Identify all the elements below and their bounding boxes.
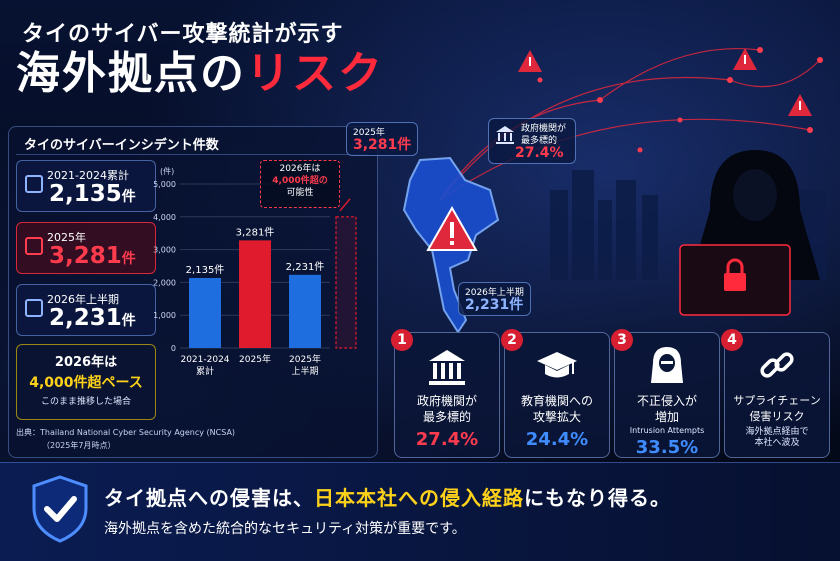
data-label: 2,135件 [186, 264, 225, 276]
title-red: リスク [246, 48, 384, 99]
stat-card-supply-chain: 4 サプライチェーン 侵害リスク 海外拠点経由で 本社へ波及 [721, 329, 830, 458]
source-note: 出典：Thailand National Cyber Security Agen… [16, 428, 236, 450]
warning-icon [788, 94, 812, 116]
stat-label: サプライチェーン 侵害リスク [733, 394, 821, 423]
card-value: 2,135件 [49, 181, 136, 207]
card-2025: 2025年 3,281件 [16, 222, 156, 274]
calendar-icon [25, 175, 43, 193]
note-line2: 4,000件超ペース [29, 375, 143, 391]
incident-bar-chart: (件) 0 1,000 2,000 3,000 4,000 5,000 2,135件 2021-… [153, 166, 357, 377]
stat-sub: Intrusion Attempts [629, 426, 705, 435]
number-badge: 1 [391, 329, 413, 351]
projection-callout: 2026年は 4,000件超の 可能性 [260, 160, 340, 208]
x-tick-label: 2025年 [289, 353, 321, 365]
y-axis-unit: (件) [160, 166, 174, 176]
y-tick-label: 0 [171, 344, 176, 353]
y-tick-label: 3,000 [153, 246, 176, 255]
stat-card-government: 1 政府機関が 最多標的 27.4% [391, 329, 500, 458]
map-warning-icon [426, 205, 478, 251]
card-label: 2026年上半期 [47, 293, 119, 306]
bar [289, 274, 321, 348]
y-tick-label: 1,000 [153, 311, 176, 320]
note-line3: このまま推移した場合 [40, 397, 131, 407]
data-label: 2,231件 [286, 261, 325, 273]
shield-check-icon [32, 475, 88, 543]
card-value: 3,281件 [49, 243, 136, 269]
stat-card-education: 2 教育機関への 攻撃拡大 24.4% [501, 329, 610, 458]
banner-headline: タイ拠点への侵害は、日本本社への侵入経路にもなり得る。 [104, 486, 671, 510]
thailand-map [402, 156, 500, 334]
bar [189, 277, 221, 348]
bottom-banner [0, 462, 840, 561]
graduation-cap-icon [537, 352, 577, 378]
note-line1: 2026年は [54, 355, 118, 370]
card-cumulative: 2021-2024累計 2,135件 [16, 160, 156, 212]
card-value: 2,231件 [49, 305, 136, 331]
bar [239, 240, 271, 348]
card-2026h1: 2026年上半期 2,231件 [16, 284, 156, 336]
hacker-icon [651, 347, 683, 383]
map-box-government: 政府機関が 最多標的 27.4% [488, 118, 576, 164]
x-tick-label: 2021-2024 [180, 355, 229, 365]
y-tick-label: 2,000 [153, 278, 176, 287]
divider [16, 154, 368, 155]
card-label: 2025年 [47, 231, 86, 244]
stat-label: 教育機関への 攻撃拡大 [520, 394, 593, 424]
card-label: 2021-2024累計 [47, 169, 129, 182]
stat-label: 政府機関が 最多標的 [416, 394, 477, 424]
y-tick-label: 5,000 [153, 180, 176, 189]
x-tick-label: 2025年 [239, 353, 271, 365]
stat-value: 33.5% [635, 437, 699, 458]
government-building-icon [496, 126, 514, 144]
panel-title: タイのサイバーインシデント件数 [24, 138, 219, 153]
x-tick-label: 累計 [196, 365, 214, 377]
stat-value: 27.4% [415, 429, 479, 450]
title-line1: タイのサイバー攻撃統計が示す [22, 22, 344, 47]
number-badge: 2 [501, 329, 523, 351]
stat-card-intrusion: 3 不正侵入が 増加 Intrusion Attempts 33.5% [611, 329, 720, 458]
number-badge: 3 [611, 329, 633, 351]
number-badge: 4 [721, 329, 743, 351]
projection-note: 2026年は 4,000件超ペース このまま推移した場合 [16, 344, 156, 420]
title-line2: 海外拠点のリスク [16, 48, 384, 99]
warning-icon [518, 50, 542, 72]
chain-link-icon [760, 352, 794, 378]
banner-subtext: 海外拠点を含めた統合的なセキュリティ対策が重要です。 [104, 521, 466, 537]
stat-sub: 海外拠点経由で 本社へ波及 [745, 427, 809, 448]
x-tick-label: 上半期 [291, 365, 318, 377]
projection-bar [335, 216, 357, 349]
data-label: 3,281件 [236, 226, 275, 238]
calendar-icon [25, 237, 43, 255]
title-white: 海外拠点の [16, 48, 246, 99]
projection-arrow [339, 198, 351, 212]
y-tick-label: 4,000 [153, 213, 176, 222]
map-box-2025: 2025年 3,281件 [346, 122, 419, 156]
stat-label: 不正侵入が 増加 [636, 394, 697, 424]
calendar-icon [25, 299, 43, 317]
warning-icon [733, 48, 757, 70]
laptop-lock-illustration [679, 244, 791, 316]
map-box-2026h1: 2026年上半期 2,231件 [458, 282, 531, 316]
stat-value: 24.4% [525, 429, 589, 450]
government-building-icon [429, 350, 465, 385]
